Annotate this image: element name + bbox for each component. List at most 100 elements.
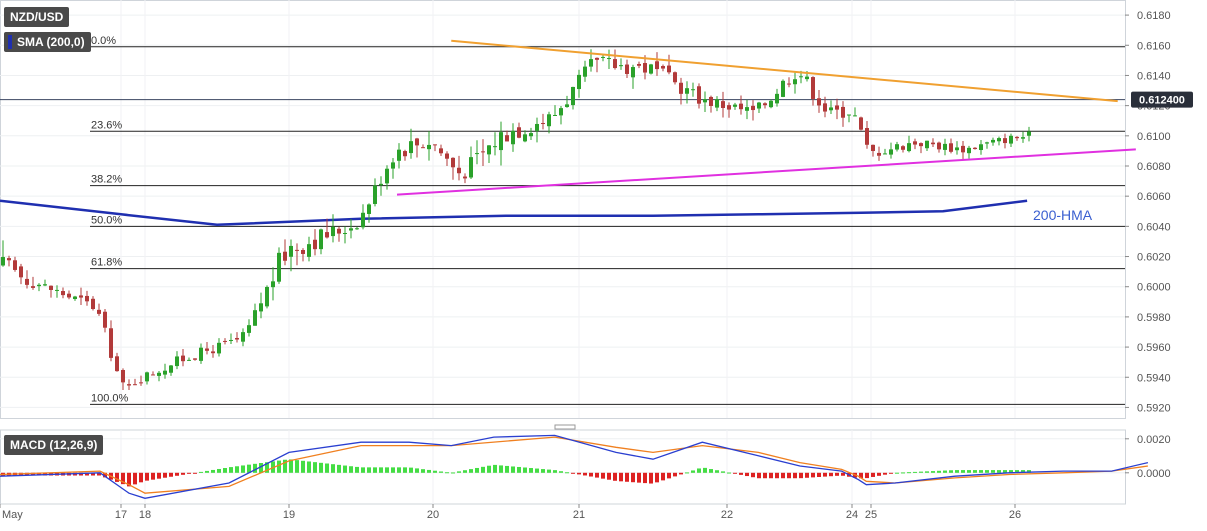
macd-hist-bar-neg bbox=[163, 472, 167, 478]
candle-body bbox=[817, 98, 821, 106]
candle-up bbox=[853, 107, 857, 117]
macd-hist-bar-neg bbox=[37, 472, 41, 476]
candle-down bbox=[439, 144, 443, 157]
candle-up bbox=[241, 328, 245, 347]
candle-down bbox=[7, 255, 11, 267]
macd-hist-bar-pos bbox=[991, 470, 995, 473]
candle-down bbox=[763, 102, 767, 109]
candle-up bbox=[907, 135, 911, 153]
candle-body bbox=[259, 303, 263, 312]
candle-body bbox=[913, 141, 917, 145]
macd-hist-bar-neg bbox=[79, 472, 83, 476]
macd-hist-bar-neg bbox=[745, 472, 749, 477]
sma-legend-tag[interactable]: SMA (200,0) bbox=[4, 32, 91, 52]
candle-body bbox=[859, 117, 863, 130]
candle-up bbox=[775, 88, 779, 107]
candle-body bbox=[691, 89, 695, 91]
candle-up bbox=[409, 128, 413, 159]
candle-up bbox=[691, 82, 695, 97]
price-tick-label: 0.6040 bbox=[1137, 221, 1171, 233]
candle-down bbox=[517, 122, 521, 139]
candle-body bbox=[481, 151, 485, 153]
candle-body bbox=[181, 355, 185, 362]
time-tick-label: 21 bbox=[573, 509, 585, 521]
current-price-label: 0.612400 bbox=[1139, 95, 1185, 107]
candle-body bbox=[769, 100, 773, 108]
macd-line bbox=[0, 434, 1149, 499]
candle-body bbox=[445, 153, 449, 159]
macd-hist-bar-neg bbox=[31, 472, 35, 476]
candle-body bbox=[349, 228, 353, 231]
macd-hist-bar-neg bbox=[757, 472, 761, 479]
macd-hist-bar-neg bbox=[613, 472, 617, 481]
macd-hist-bar-pos bbox=[919, 471, 923, 473]
sma-200-line bbox=[0, 199, 1028, 227]
macd-hist-bar-pos bbox=[283, 459, 287, 473]
candle-body bbox=[1009, 135, 1013, 144]
candle-up bbox=[475, 140, 479, 165]
macd-hist-bar-neg bbox=[739, 472, 743, 475]
candle-up bbox=[319, 228, 323, 255]
macd-hist-bar-pos bbox=[547, 469, 551, 473]
candle-body bbox=[409, 141, 413, 154]
candle-body bbox=[901, 146, 905, 150]
candle-up bbox=[745, 99, 749, 120]
candle-down bbox=[79, 287, 83, 306]
candle-body bbox=[883, 153, 887, 155]
candle-body bbox=[535, 123, 539, 131]
candle-body bbox=[25, 278, 29, 285]
candle-up bbox=[685, 81, 689, 104]
candle-up bbox=[55, 285, 59, 298]
macd-hist-bar-pos bbox=[529, 468, 533, 473]
candle-body bbox=[247, 325, 251, 333]
candle-body bbox=[115, 356, 119, 372]
candle-down bbox=[481, 139, 485, 166]
macd-hist-bar-pos bbox=[367, 467, 371, 473]
candle-up bbox=[847, 114, 851, 123]
candle-body bbox=[475, 153, 479, 155]
macd-hist-bar-pos bbox=[385, 467, 389, 473]
price-tick-label: 0.5960 bbox=[1137, 342, 1171, 354]
candle-body bbox=[283, 251, 287, 261]
macd-hist-bar-neg bbox=[133, 472, 137, 485]
candle-body bbox=[373, 185, 377, 204]
candle-down bbox=[13, 256, 17, 272]
macd-legend-tag[interactable]: MACD (12,26,9) bbox=[4, 435, 104, 455]
price-tick-label: 0.6060 bbox=[1137, 191, 1171, 203]
candle-up bbox=[385, 165, 389, 190]
macd-hist-bar-pos bbox=[319, 462, 323, 473]
macd-hist-bar-neg bbox=[889, 472, 893, 474]
candle-body bbox=[871, 144, 875, 152]
macd-hist-bar-neg bbox=[85, 472, 89, 476]
candle-body bbox=[703, 99, 707, 103]
candle-down bbox=[721, 91, 725, 118]
candle-down bbox=[817, 90, 821, 113]
candle-up bbox=[769, 99, 773, 109]
candle-up bbox=[307, 236, 311, 262]
macd-hist-bar-pos bbox=[265, 462, 269, 473]
price-tick-label: 0.6080 bbox=[1137, 161, 1171, 173]
macd-hist-bar-pos bbox=[691, 470, 695, 473]
candle-down bbox=[133, 378, 137, 386]
candle-up bbox=[703, 91, 707, 113]
candle-down bbox=[949, 138, 953, 154]
candle-body bbox=[547, 114, 551, 127]
macd-hist-bar-neg bbox=[103, 472, 107, 478]
macd-hist-bar-neg bbox=[607, 472, 611, 480]
time-tick-label: 22 bbox=[721, 509, 733, 521]
candle-body bbox=[715, 99, 719, 108]
candle-body bbox=[187, 359, 191, 361]
macd-hist-bar-pos bbox=[457, 471, 461, 473]
fib-level-label: 0.0% bbox=[91, 35, 116, 47]
macd-hist-bar-pos bbox=[541, 469, 545, 473]
candle-body bbox=[85, 295, 89, 302]
symbol-tag[interactable]: NZD/USD bbox=[4, 7, 70, 27]
candle-body bbox=[205, 348, 209, 351]
candle-body bbox=[919, 143, 923, 147]
candle-down bbox=[415, 137, 419, 158]
candle-body bbox=[157, 372, 161, 376]
candle-down bbox=[787, 77, 791, 88]
candle-down bbox=[463, 173, 467, 184]
candle-body bbox=[367, 204, 371, 214]
